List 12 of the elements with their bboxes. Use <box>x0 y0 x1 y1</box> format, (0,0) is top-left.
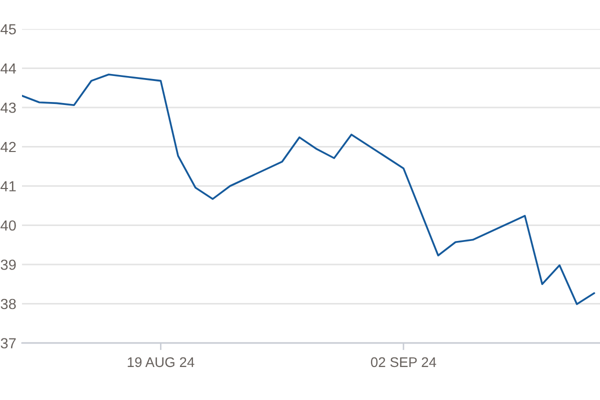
y-tick-label: 44 <box>0 64 16 74</box>
y-tick-label: 39 <box>0 260 16 270</box>
x-tick-label: 02 SEP 24 <box>370 357 436 368</box>
y-tick-label: 37 <box>0 338 16 348</box>
y-tick-label: 40 <box>0 220 16 231</box>
x-tick-label: 19 AUG 24 <box>128 357 194 368</box>
y-tick-label: 45 <box>0 24 16 34</box>
line-series <box>22 74 596 306</box>
y-tick-label: 41 <box>0 181 16 192</box>
y-tick-label: 42 <box>0 142 16 152</box>
y-tick-label: 43 <box>0 102 16 113</box>
y-tick-label: 38 <box>0 298 16 310</box>
